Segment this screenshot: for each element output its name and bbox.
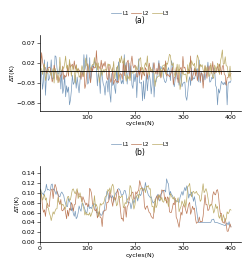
Y-axis label: ΔT(K): ΔT(K): [10, 64, 15, 81]
L1: [38, 191, 41, 194]
Line: L1: L1: [40, 179, 231, 226]
L3: [74, 192, 77, 196]
L3: [221, 48, 224, 52]
L1: [50, 58, 53, 61]
L3: [222, 63, 225, 66]
L3: [46, 206, 49, 209]
L1: [46, 188, 49, 192]
L1: [215, 86, 218, 89]
L1: [229, 225, 232, 228]
L1: [91, 64, 94, 67]
L2: [222, 64, 225, 67]
L1: [46, 60, 49, 63]
L1: [50, 183, 53, 186]
L2: [83, 87, 86, 90]
L3: [46, 71, 49, 74]
L2: [215, 67, 218, 70]
L3: [74, 82, 77, 85]
L2: [221, 221, 224, 224]
L2: [227, 230, 230, 233]
L2: [46, 68, 49, 71]
L3: [229, 78, 232, 81]
L3: [38, 55, 41, 58]
L2: [229, 72, 232, 75]
L2: [229, 226, 232, 229]
L1: [165, 177, 168, 180]
Line: L1: L1: [40, 55, 231, 105]
L2: [214, 193, 217, 197]
L3: [50, 74, 53, 78]
L3: [214, 202, 217, 206]
L3: [214, 67, 217, 70]
L2: [46, 202, 49, 205]
Y-axis label: ΔT(K): ΔT(K): [15, 196, 20, 213]
L2: [90, 66, 93, 69]
L3: [89, 66, 92, 69]
Line: L2: L2: [40, 181, 231, 231]
L3: [50, 219, 53, 222]
L2: [89, 189, 92, 192]
L1: [214, 221, 217, 224]
L1: [221, 223, 224, 226]
Line: L2: L2: [40, 51, 231, 89]
L1: [89, 206, 92, 209]
Legend: L1, L2, L3: L1, L2, L3: [109, 140, 172, 149]
Line: L3: L3: [40, 50, 231, 89]
L1: [222, 83, 225, 86]
X-axis label: cycles(N): cycles(N): [125, 253, 155, 257]
L1: [74, 210, 77, 213]
Line: L3: L3: [40, 183, 231, 221]
L3: [38, 189, 41, 192]
Title: (b): (b): [135, 148, 146, 157]
Title: (a): (a): [135, 16, 146, 26]
X-axis label: cycles(N): cycles(N): [125, 121, 155, 126]
L3: [221, 219, 224, 223]
L3: [188, 182, 191, 185]
L1: [229, 79, 232, 82]
L2: [50, 73, 53, 76]
L1: [75, 87, 78, 90]
Legend: L1, L2, L3: L1, L2, L3: [109, 8, 172, 18]
L2: [138, 179, 141, 182]
L3: [222, 213, 225, 216]
L3: [89, 215, 92, 218]
L1: [38, 87, 41, 90]
L2: [38, 61, 41, 64]
L1: [82, 53, 85, 56]
L2: [38, 191, 41, 194]
L3: [229, 209, 232, 212]
L1: [68, 103, 71, 106]
L2: [74, 67, 77, 70]
L3: [179, 88, 182, 91]
L2: [50, 188, 53, 192]
L2: [95, 49, 98, 52]
L2: [74, 203, 77, 206]
